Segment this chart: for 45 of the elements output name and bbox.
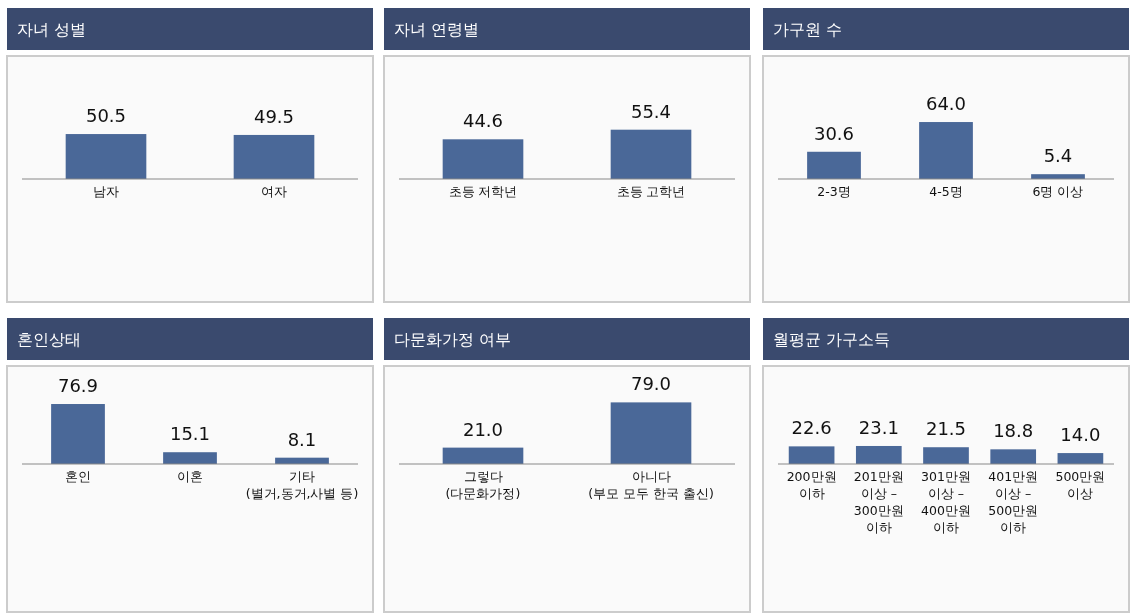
bar xyxy=(990,449,1037,464)
bar xyxy=(855,445,902,464)
x-tick-label: 기타 (별거,동거,사별 등) xyxy=(245,469,359,501)
data-label: 15.1 xyxy=(169,423,211,445)
x-tick-label: 여자 xyxy=(261,184,287,199)
x-tick-label: 401만원 이상 – 500만원 이하 xyxy=(988,469,1039,535)
data-label: 50.5 xyxy=(85,105,127,127)
data-label: 21.0 xyxy=(462,418,504,440)
data-label: 49.5 xyxy=(253,105,295,127)
x-tick-label: 그렇다 (다문화가정) xyxy=(445,469,521,501)
data-label: 79.0 xyxy=(630,373,672,395)
chart-title: 자녀 연령별 xyxy=(394,20,480,39)
data-label: 5.4 xyxy=(1043,145,1073,167)
x-tick-label: 200만원 이하 xyxy=(786,469,837,501)
chart-title: 자녀 성별 xyxy=(17,20,87,39)
data-label: 55.4 xyxy=(630,100,672,122)
data-label: 76.9 xyxy=(57,375,99,397)
data-label: 21.5 xyxy=(925,418,967,440)
bar xyxy=(1057,453,1104,464)
x-tick-label: 아니다 (부모 모두 한국 출신) xyxy=(588,469,714,501)
data-label: 64.0 xyxy=(925,93,967,115)
x-tick-label: 4-5명 xyxy=(929,184,963,199)
x-tick-label: 초등 고학년 xyxy=(616,184,686,199)
x-tick-label: 201만원 이상 – 300만원 이하 xyxy=(853,469,904,535)
chart-title: 월평균 가구소득 xyxy=(773,330,891,349)
chart-title: 가구원 수 xyxy=(773,20,843,39)
data-label: 8.1 xyxy=(287,428,317,450)
chart-title: 혼인상태 xyxy=(17,330,81,349)
x-tick-label: 혼인 xyxy=(65,469,91,484)
x-tick-label: 초등 저학년 xyxy=(448,184,518,199)
bar xyxy=(788,446,835,464)
chart-title: 다문화가정 여부 xyxy=(394,330,512,349)
x-tick-label: 500만원 이상 xyxy=(1055,469,1106,501)
x-tick-label: 6명 이상 xyxy=(1032,184,1084,199)
data-label: 23.1 xyxy=(858,416,899,438)
x-tick-label: 이혼 xyxy=(177,469,203,484)
data-label: 14.0 xyxy=(1060,424,1101,446)
x-tick-label: 남자 xyxy=(93,184,119,199)
data-label: 18.8 xyxy=(993,420,1034,442)
data-label: 22.6 xyxy=(791,417,832,439)
x-tick-label: 301만원 이상 – 400만원 이하 xyxy=(921,469,971,535)
data-label: 30.6 xyxy=(813,122,855,144)
bar xyxy=(923,447,969,464)
x-tick-label: 2-3명 xyxy=(817,184,851,199)
data-label: 44.6 xyxy=(462,110,504,132)
